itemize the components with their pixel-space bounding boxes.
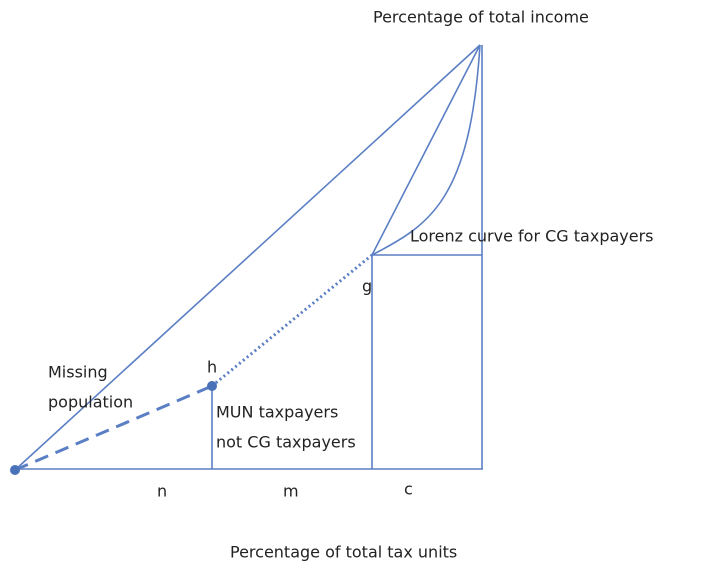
y-axis-label: Percentage of total income	[373, 8, 589, 27]
dotted-line	[211, 253, 373, 388]
lorenz-curve	[371, 44, 481, 256]
n-label: n	[157, 482, 167, 501]
c-label: c	[404, 480, 413, 499]
chord	[371, 44, 481, 256]
m-label: m	[283, 482, 299, 501]
g-label: g	[362, 277, 372, 296]
h-label: h	[207, 358, 217, 377]
missing-label: population	[48, 393, 133, 412]
origin-dot	[10, 465, 20, 475]
mun-label: not CG taxpayers	[216, 433, 356, 452]
equality-line	[14, 44, 481, 471]
x-axis-label: Percentage of total tax units	[230, 543, 457, 562]
h-dot	[207, 381, 217, 391]
mun-label: MUN taxpayers	[216, 403, 338, 422]
lorenz-label: Lorenz curve for CG taxpayers	[410, 227, 654, 246]
missing-label: Missing	[48, 363, 108, 382]
dashed-line	[14, 384, 213, 472]
